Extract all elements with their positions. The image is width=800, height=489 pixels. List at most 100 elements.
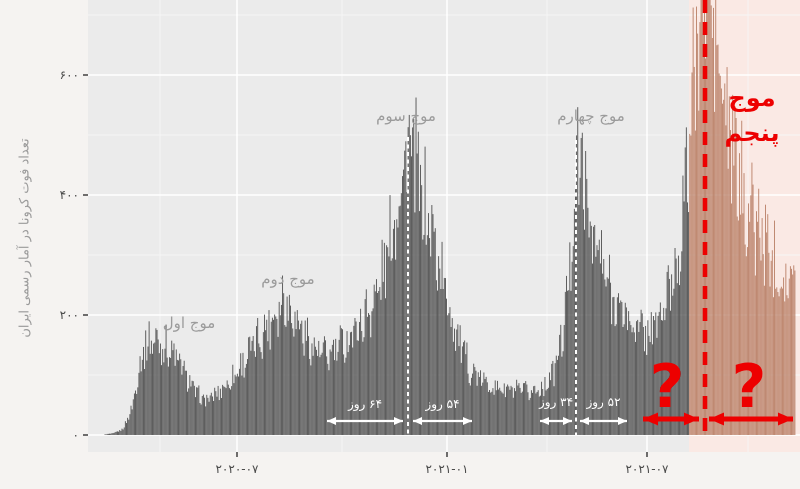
daily-deaths-bar <box>226 380 228 435</box>
daily-deaths-bar <box>673 288 675 435</box>
daily-deaths-bar <box>571 261 573 435</box>
daily-deaths-bar <box>659 302 661 435</box>
daily-deaths-bar <box>724 83 726 435</box>
daily-deaths-bar <box>165 324 167 435</box>
daily-deaths-bar <box>683 201 685 435</box>
daily-deaths-bar <box>498 389 500 435</box>
daily-deaths-bar <box>589 221 591 435</box>
daily-deaths-bar <box>270 321 272 435</box>
daily-deaths-bar <box>701 0 703 435</box>
daily-deaths-bar <box>750 195 752 435</box>
daily-deaths-bar <box>526 384 528 435</box>
daily-deaths-bar <box>296 310 298 435</box>
daily-deaths-bar <box>710 5 712 435</box>
daily-deaths-bar <box>553 386 555 435</box>
daily-deaths-bar <box>481 385 483 435</box>
daily-deaths-bar <box>716 45 718 435</box>
daily-deaths-bar <box>248 337 250 435</box>
daily-deaths-bar <box>789 266 791 435</box>
daily-deaths-bar <box>312 355 314 435</box>
daily-deaths-bar <box>250 350 252 435</box>
daily-deaths-bar <box>158 353 160 435</box>
daily-deaths-bar <box>273 319 274 435</box>
daily-deaths-bar <box>777 292 779 435</box>
daily-deaths-bar <box>349 332 351 435</box>
daily-deaths-bar <box>219 388 221 435</box>
daily-deaths-bar <box>300 323 302 435</box>
y-tick-label: ۲۰۰ <box>60 308 79 322</box>
y-tick-label: ۶۰۰ <box>60 68 79 82</box>
daily-deaths-bar <box>368 313 369 435</box>
daily-deaths-bar <box>602 273 604 435</box>
daily-deaths-bar <box>757 221 759 435</box>
daily-deaths-bar <box>224 387 226 435</box>
daily-deaths-bar <box>541 381 543 435</box>
daily-deaths-bar <box>422 239 424 435</box>
daily-deaths-bar <box>472 373 474 435</box>
daily-deaths-bar <box>782 288 783 435</box>
daily-deaths-bar <box>187 391 189 435</box>
daily-deaths-bar <box>527 392 529 435</box>
daily-deaths-bar <box>460 362 462 435</box>
daily-deaths-bar <box>645 325 647 435</box>
daily-deaths-bar <box>107 433 109 435</box>
daily-deaths-bar <box>303 355 305 435</box>
daily-deaths-bar <box>244 367 246 435</box>
daily-deaths-bar <box>308 336 310 435</box>
wave-label-2: موج دوم <box>261 270 314 289</box>
daily-deaths-bar <box>357 340 359 435</box>
daily-deaths-bar <box>279 315 281 435</box>
daily-deaths-bar <box>115 431 117 435</box>
daily-deaths-bar <box>128 419 130 435</box>
daily-deaths-bar <box>746 247 748 435</box>
daily-deaths-bar <box>560 324 562 435</box>
daily-deaths-bar <box>323 336 325 435</box>
daily-deaths-bar <box>437 290 438 435</box>
daily-deaths-bar <box>379 287 381 435</box>
daily-deaths-bar <box>523 383 524 435</box>
daily-deaths-bar <box>446 298 448 435</box>
daily-deaths-bar <box>784 301 786 435</box>
daily-deaths-bar <box>206 394 208 435</box>
daily-deaths-bar <box>711 37 713 436</box>
daily-deaths-bar <box>732 94 734 435</box>
daily-deaths-bar <box>127 417 129 435</box>
daily-deaths-bar <box>455 350 457 435</box>
daily-deaths-bar <box>779 288 781 435</box>
daily-deaths-bar <box>490 392 492 435</box>
daily-deaths-bar <box>424 146 426 436</box>
daily-deaths-bar <box>469 385 471 435</box>
daily-deaths-bar <box>399 205 401 435</box>
daily-deaths-bar <box>148 321 150 435</box>
daily-deaths-bar <box>276 318 278 435</box>
daily-deaths-bar <box>258 343 260 435</box>
daily-deaths-bar <box>510 385 512 435</box>
daily-deaths-bar <box>163 362 165 435</box>
daily-deaths-bar <box>787 298 789 435</box>
interval-days-label: ۵۲ روز <box>585 395 620 410</box>
daily-deaths-bar <box>753 232 755 435</box>
daily-deaths-bar <box>698 110 700 435</box>
daily-deaths-bar <box>295 329 297 435</box>
daily-deaths-bar <box>403 169 405 435</box>
daily-deaths-bar <box>329 349 331 435</box>
daily-deaths-bar <box>178 360 179 435</box>
daily-deaths-bar <box>123 427 125 435</box>
daily-deaths-bar <box>347 352 349 435</box>
daily-deaths-bar <box>654 320 656 435</box>
daily-deaths-bar <box>520 392 522 435</box>
daily-deaths-bar <box>339 325 341 435</box>
daily-deaths-bar <box>345 357 347 435</box>
daily-deaths-bar <box>464 340 466 435</box>
daily-deaths-bar <box>502 393 504 435</box>
daily-deaths-bar <box>622 326 624 435</box>
daily-deaths-bar <box>364 299 366 435</box>
daily-deaths-bar <box>262 332 264 435</box>
daily-deaths-bar <box>528 400 530 435</box>
question-mark: ? <box>732 352 767 422</box>
daily-deaths-bar <box>309 358 311 435</box>
daily-deaths-bar <box>668 278 670 435</box>
daily-deaths-bar <box>682 175 684 435</box>
daily-deaths-bar <box>672 295 674 435</box>
daily-deaths-bar <box>740 214 742 435</box>
